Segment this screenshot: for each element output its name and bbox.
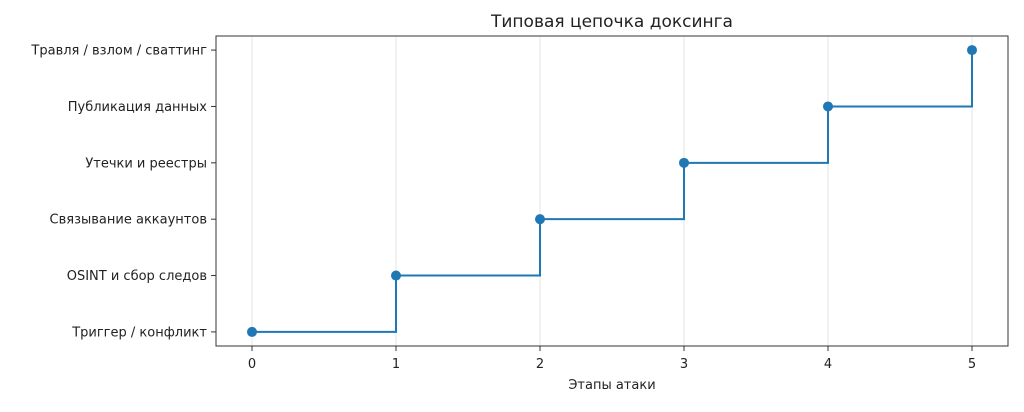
data-point-3 [679, 157, 689, 168]
x-axis-ticks: 0 1 2 3 4 5 [248, 346, 976, 372]
x-tick-label-3: 3 [680, 357, 688, 372]
data-point-1 [391, 270, 401, 281]
series-line-0 [252, 50, 973, 333]
y-tick-label-4: Публикация данных [68, 100, 208, 115]
x-tick-label-5: 5 [968, 357, 976, 372]
series-layer [247, 45, 977, 337]
y-axis-ticks: Триггер / конфликт OSINT и сбор следов Свя… [30, 44, 216, 340]
x-axis-label: Этапы атаки [568, 378, 655, 393]
data-point-2 [535, 214, 545, 225]
x-tick-label-4: 4 [824, 357, 832, 372]
y-tick-label-3: Утечки и реестры [85, 156, 207, 171]
data-point-5 [967, 45, 977, 56]
y-tick-label-1: OSINT и сбор следов [67, 269, 207, 284]
y-tick-label-5: Травля / взлом / сваттинг [30, 44, 207, 59]
plot-frame [215, 35, 1009, 347]
grid-lines [251, 36, 973, 346]
data-point-0 [247, 326, 257, 337]
data-point-4 [823, 101, 833, 112]
x-tick-label-1: 1 [392, 357, 400, 372]
chart-title: Типовая цепочка доксинга [490, 12, 733, 32]
x-tick-label-2: 2 [536, 357, 544, 372]
y-tick-label-2: Связывание аккаунтов [50, 213, 207, 228]
x-tick-label-0: 0 [248, 357, 256, 372]
y-tick-label-0: Триггер / конфликт [71, 325, 207, 340]
